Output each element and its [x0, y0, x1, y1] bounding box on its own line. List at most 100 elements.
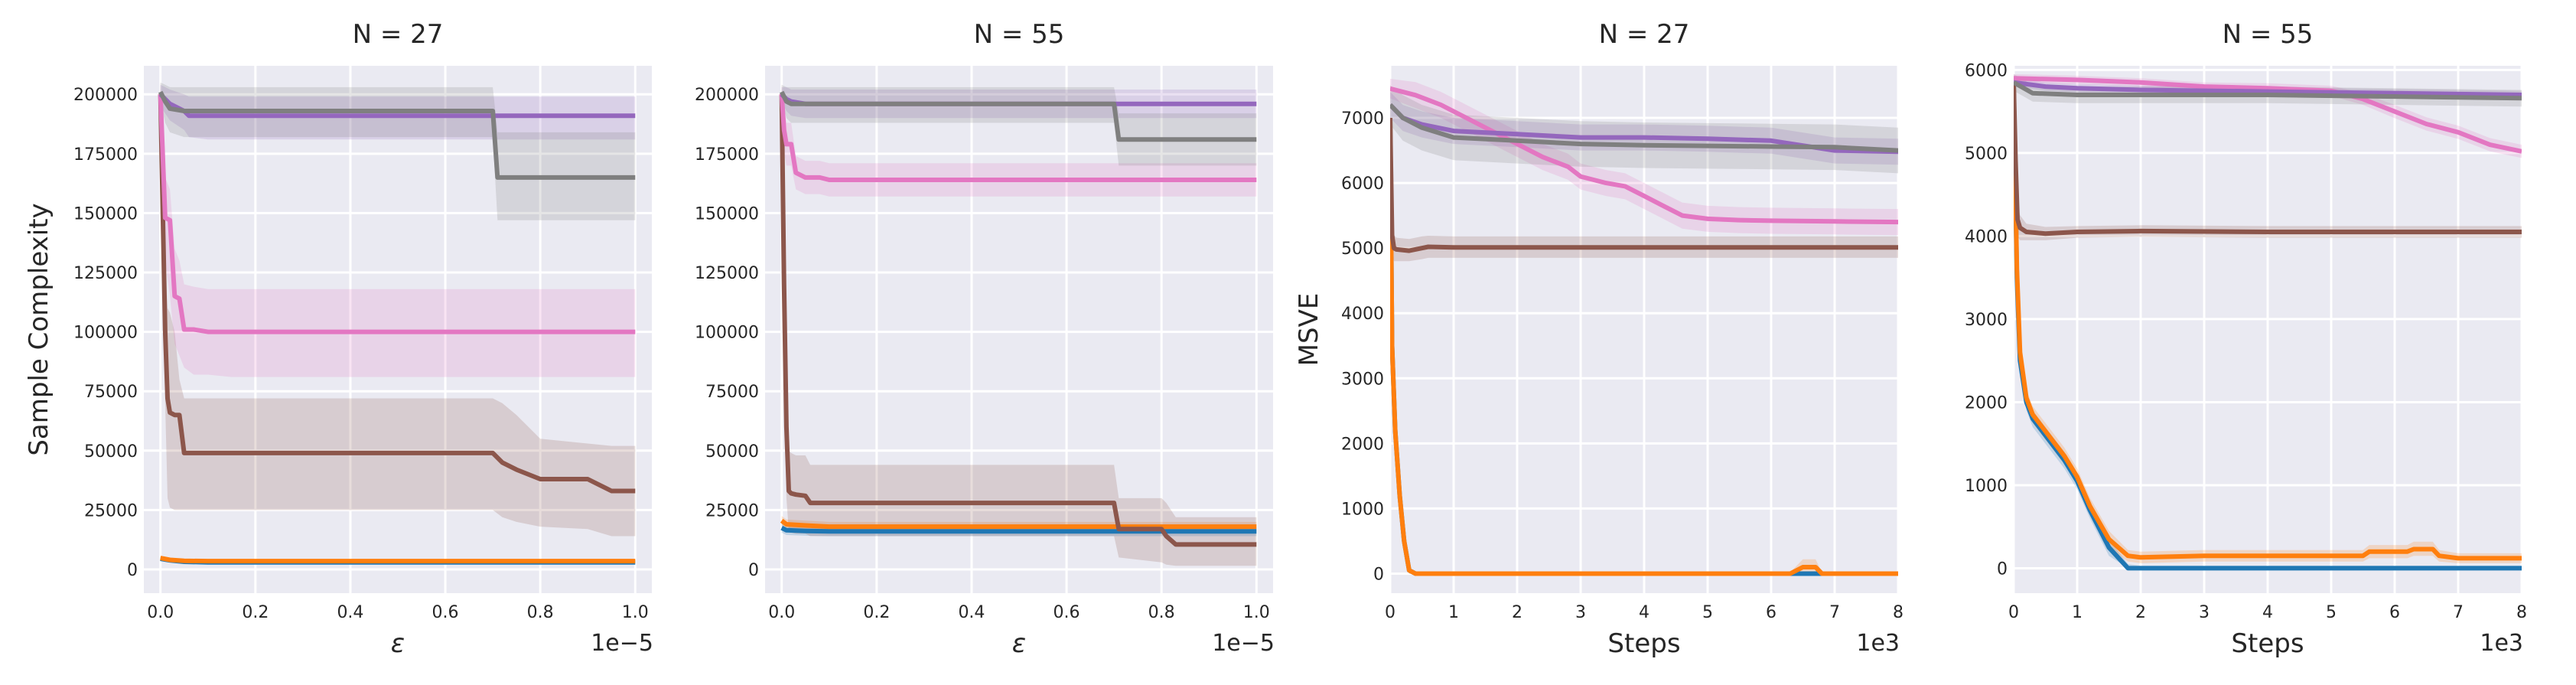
y-tick-label: 5000 [1965, 145, 2008, 164]
y-tick-label: 0 [1997, 559, 2008, 579]
chart-title: N = 55 [974, 19, 1065, 50]
x-tick-label: 0.8 [527, 603, 554, 622]
x-tick-label: 4 [1639, 603, 1649, 622]
y-tick-label: 75000 [84, 383, 138, 402]
chart-panel-2: 0.0 0.2 0.4 0.6 0.8 1.0 0 25000 50000 75000 100000… [695, 19, 1275, 659]
y-tick-label: 25000 [84, 501, 138, 520]
x-tick-label: 7 [2453, 603, 2464, 622]
y-tick-label: 1000 [1965, 477, 2008, 496]
y-tick-label: 3000 [1965, 311, 2008, 330]
y-tick-label: 50000 [705, 442, 759, 462]
x-tick-label: 0 [2008, 603, 2019, 622]
x-scale-label: 1e3 [1856, 630, 1900, 657]
y-tick-label: 100000 [73, 324, 138, 343]
x-tick-label: 1 [2072, 603, 2083, 622]
chart-title: N = 55 [2223, 19, 2314, 50]
x-axis-label: ε [1012, 628, 1026, 659]
y-tick-label: 200000 [695, 86, 759, 105]
y-tick-label: 100000 [695, 324, 759, 343]
line-brown [1390, 117, 1898, 253]
y-tick-label: 7000 [1341, 109, 1384, 129]
x-tick-label: 5 [2326, 603, 2337, 622]
x-tick-label: 0.8 [1148, 603, 1175, 622]
y-tick-label: 0 [1373, 565, 1384, 584]
y-tick-label: 3000 [1341, 370, 1384, 389]
y-tick-label: 2000 [1965, 393, 2008, 413]
y-axis-label: Sample Complexity [24, 203, 54, 455]
x-tick-label: 4 [2262, 603, 2273, 622]
line-gray [780, 90, 1257, 142]
x-tick-label: 0.6 [1054, 603, 1080, 622]
x-tick-label: 2 [2135, 603, 2146, 622]
x-tick-label: 0 [1385, 603, 1395, 622]
x-axis-label: Steps [1607, 628, 1680, 659]
line-brown [779, 94, 1257, 547]
line-gray [1390, 103, 1898, 153]
y-tick-label: 25000 [705, 501, 759, 520]
chart-panel-3: 0 1 2 3 4 5 6 7 8 0 1000 2000 3000 4000 5000 6000 7000 N … [1294, 19, 1904, 659]
line-pink [1390, 86, 1898, 225]
series-group [779, 82, 1257, 566]
line-orange [780, 518, 1257, 530]
y-tick-label: 0 [127, 561, 138, 580]
x-tick-label: 0.0 [147, 603, 174, 622]
x-tick-label: 0.4 [337, 603, 363, 622]
x-tick-label: 1.0 [622, 603, 649, 622]
chart-title: N = 27 [1599, 19, 1690, 50]
chart-title: N = 27 [353, 19, 444, 50]
band-brown [781, 82, 1257, 566]
x-tick-label: 3 [1575, 603, 1586, 622]
x-tick-label: 0.0 [768, 603, 795, 622]
line-pink [158, 94, 636, 334]
x-axis-label: ε [391, 628, 405, 659]
y-tick-label: 175000 [695, 145, 759, 165]
x-tick-label: 8 [2516, 603, 2527, 622]
band-pink [160, 82, 636, 377]
x-tick-label: 7 [1829, 603, 1840, 622]
line-orange [1390, 117, 1898, 576]
y-tick-label: 150000 [695, 204, 759, 223]
line-pink [779, 94, 1257, 182]
x-tick-label: 2 [1512, 603, 1522, 622]
line-orange [160, 556, 636, 564]
y-tick-label: 175000 [73, 145, 138, 165]
band-pink [781, 84, 1257, 197]
line-brown [2014, 82, 2522, 236]
x-tick-label: 6 [2389, 603, 2400, 622]
x-tick-label: 6 [1766, 603, 1776, 622]
y-tick-label: 4000 [1341, 305, 1384, 324]
x-tick-label: 8 [1893, 603, 1904, 622]
y-tick-label: 5000 [1341, 240, 1384, 259]
y-axis-label: MSVE [1294, 293, 1324, 367]
x-tick-label: 0.2 [863, 603, 890, 622]
x-tick-label: 5 [1702, 603, 1713, 622]
band-brown [160, 82, 636, 537]
line-purple [2014, 80, 2522, 97]
y-tick-label: 150000 [73, 204, 138, 223]
chart-panel-1: 0.0 0.2 0.4 0.6 0.8 1.0 0 25000 50000 75000 100000… [24, 19, 653, 659]
y-tick-label: 6000 [1965, 61, 2008, 80]
x-axis-label: Steps [2231, 628, 2304, 659]
y-tick-label: 2000 [1341, 435, 1384, 454]
y-tick-label: 4000 [1965, 227, 2008, 246]
y-tick-label: 0 [748, 561, 759, 580]
series-group [2014, 73, 2522, 571]
series-group [1390, 79, 1898, 576]
x-scale-label: 1e−5 [591, 630, 653, 657]
y-tick-label: 200000 [73, 86, 138, 105]
y-tick-label: 6000 [1341, 175, 1384, 194]
x-tick-label: 3 [2199, 603, 2210, 622]
line-orange [2014, 86, 2522, 561]
x-tick-label: 0.6 [432, 603, 459, 622]
y-tick-label: 50000 [84, 442, 138, 462]
x-scale-label: 1e3 [2480, 630, 2523, 657]
y-tick-label: 125000 [695, 264, 759, 283]
x-tick-label: 1.0 [1243, 603, 1270, 622]
line-blue [780, 526, 1257, 534]
chart-panel-4: 0 1 2 3 4 5 6 7 8 0 1000 2000 3000 4000 5000 6000 N = 55… [1965, 19, 2527, 659]
x-tick-label: 1 [1448, 603, 1459, 622]
x-tick-label: 0.4 [958, 603, 985, 622]
series-group [158, 82, 636, 565]
y-tick-label: 1000 [1341, 500, 1384, 519]
